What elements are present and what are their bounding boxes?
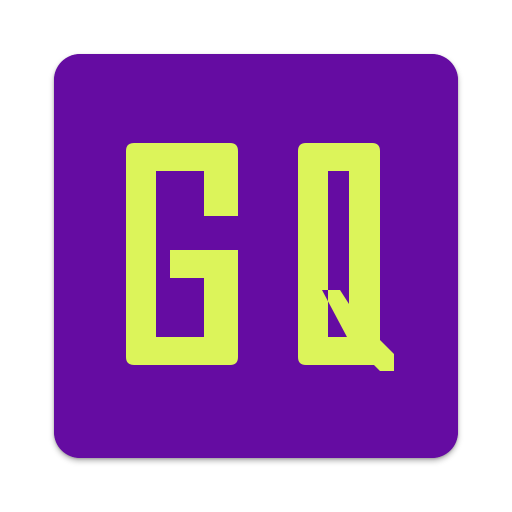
letter-q-glyph: [298, 143, 394, 371]
letter-g-glyph: [126, 143, 238, 365]
gq-logo-icon: [54, 54, 458, 458]
icon-background: [54, 54, 458, 458]
app-icon[interactable]: [54, 54, 458, 458]
